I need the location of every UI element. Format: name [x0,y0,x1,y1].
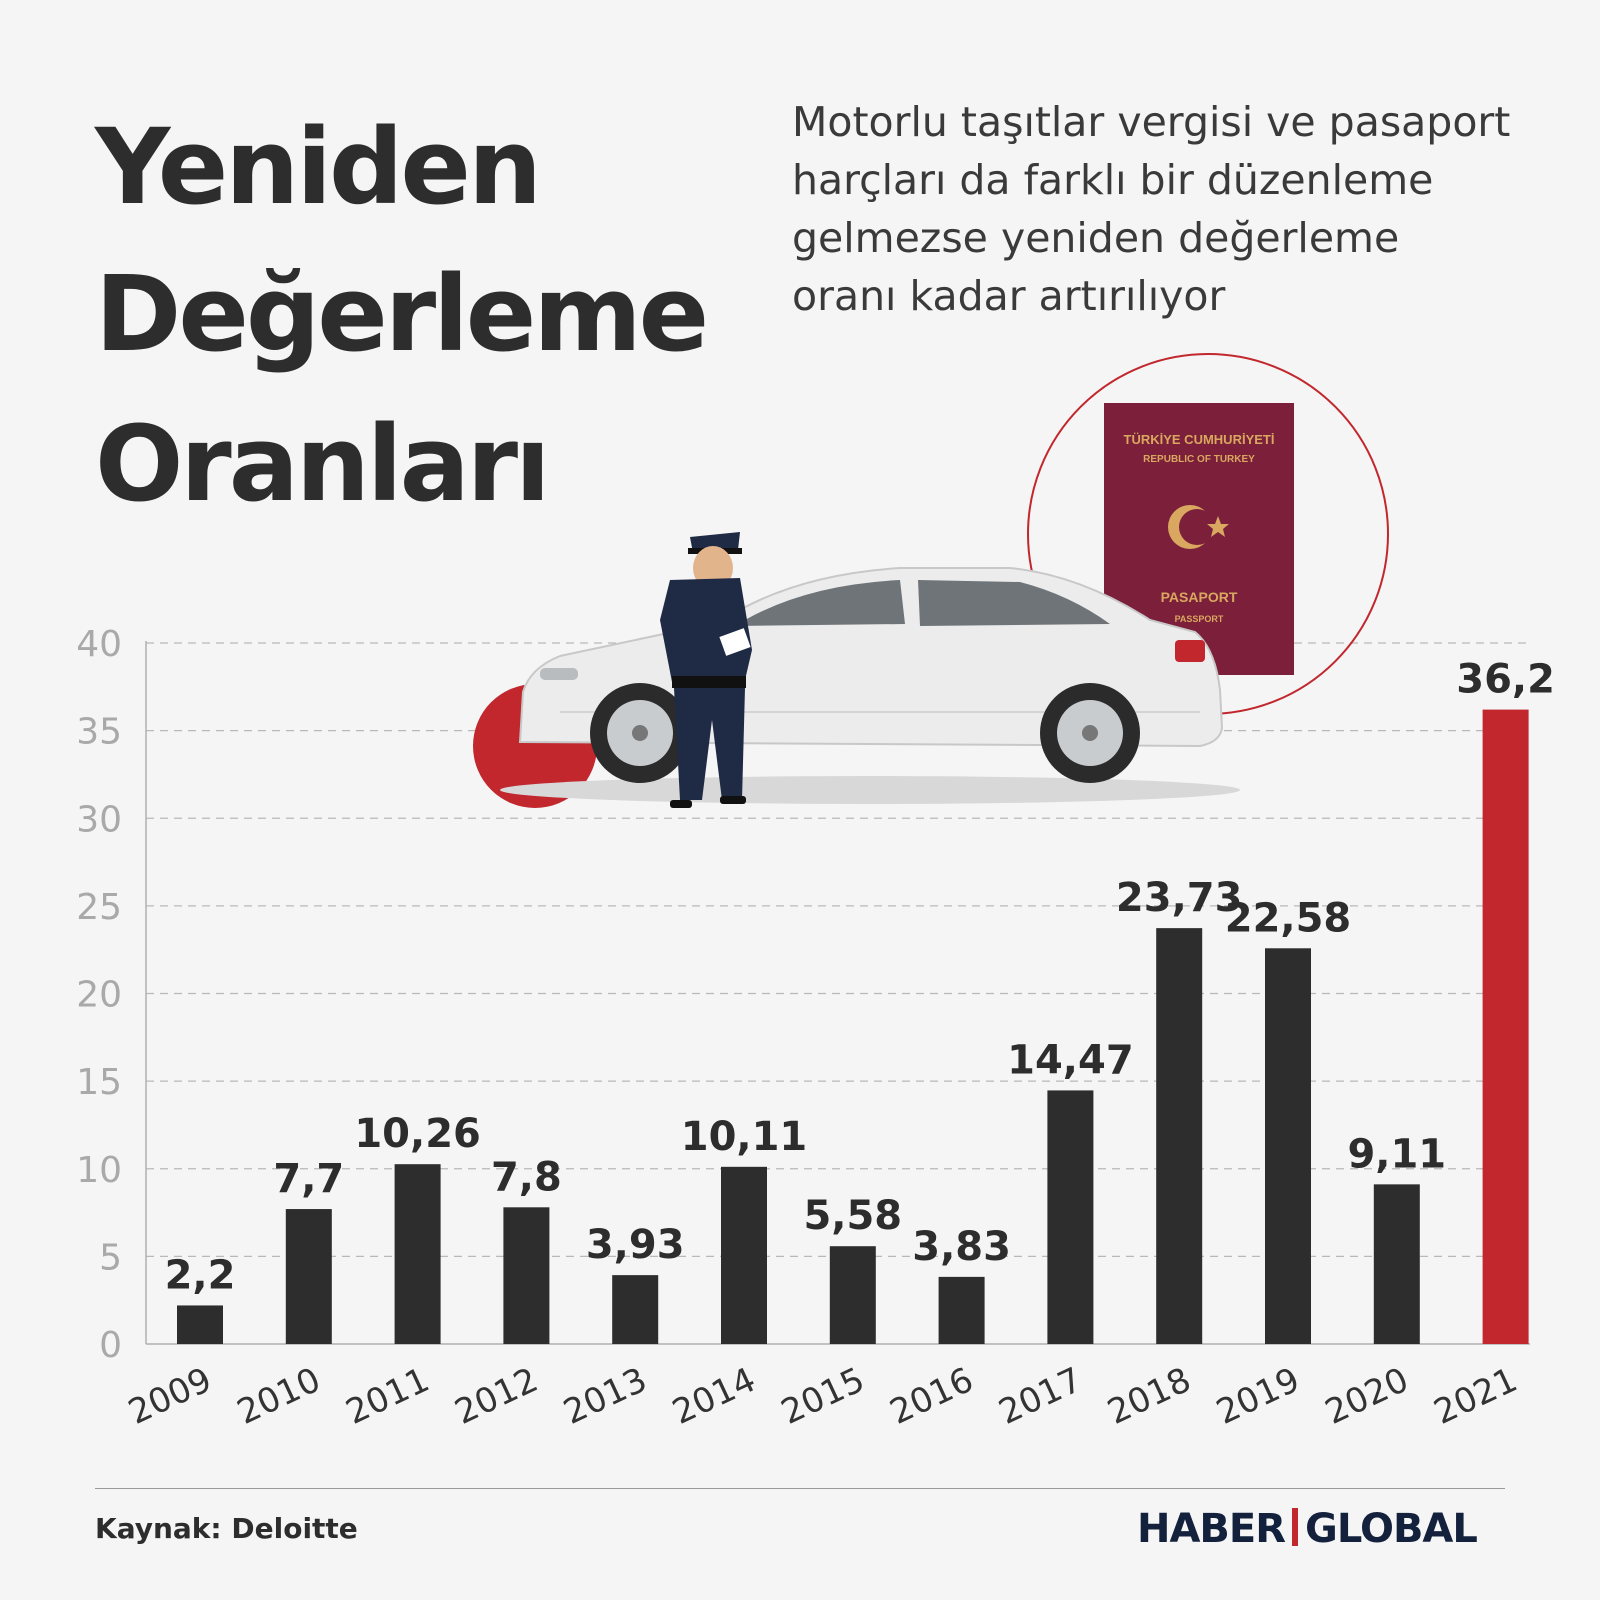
value-label-2018: 23,73 [1116,875,1243,921]
x-tick-label-2013: 2013 [558,1360,653,1433]
value-label-2021: 36,2 [1456,657,1555,703]
x-tick-label-2020: 2020 [1319,1360,1414,1433]
brand-separator [1292,1508,1299,1546]
value-label-2012: 7,8 [491,1154,562,1200]
y-tick-label: 20 [76,975,122,1016]
y-tick-label: 35 [76,712,122,753]
value-label-2009: 2,2 [165,1252,236,1298]
source-text: Kaynak: Deloitte [95,1512,358,1545]
x-tick-label-2010: 2010 [231,1360,326,1433]
value-label-2014: 10,11 [681,1114,808,1160]
x-tick-label-2017: 2017 [993,1360,1088,1433]
y-tick-label: 40 [76,624,122,665]
value-label-2015: 5,58 [803,1193,902,1239]
axis-layer: 0 5 10 15 20 25 30 35 40 [76,624,1530,1366]
brand-left-text: HABER [1137,1506,1286,1552]
bar-2013 [612,1275,659,1344]
value-label-2017: 14,47 [1007,1037,1134,1083]
passport-label-text: PASAPORT [1161,589,1238,605]
x-tick-label-2021: 2021 [1428,1360,1523,1433]
passport-label-en-text: PASSPORT [1175,614,1224,624]
x-tick-label-2011: 2011 [340,1360,435,1433]
subtitle-line-3: gelmezse yeniden değerleme [792,214,1400,262]
brand-logo: HABER GLOBAL [1137,1506,1478,1552]
bar-2011 [394,1164,441,1344]
title-line-2: Değerleme [95,253,709,375]
value-label-2013: 3,93 [586,1222,685,1268]
bar-2016 [938,1276,985,1344]
x-tick-label-2009: 2009 [122,1360,217,1433]
bar-2017 [1047,1090,1094,1344]
y-tick-label: 25 [76,887,122,928]
value-label-2020: 9,11 [1347,1131,1446,1177]
subtitle-line-1: Motorlu taşıtlar vergisi ve pasaport [792,98,1511,146]
y-tick-label: 10 [76,1150,122,1191]
y-tick-label: 30 [76,799,122,840]
bar-2019 [1265,948,1311,1344]
title-line-1: Yeniden [95,106,542,228]
bar-2009 [177,1305,223,1344]
subtitle-line-2: harçları da farklı bir düzenleme [792,156,1434,204]
x-tick-label-2014: 2014 [666,1360,761,1433]
bar-layer [177,709,1529,1344]
title-line-3: Oranları [95,403,551,525]
brand-right-text: GLOBAL [1305,1506,1478,1552]
bar-2018 [1156,928,1203,1344]
bar-2012 [503,1207,550,1344]
value-label-2011: 10,26 [354,1111,481,1157]
bar-2020 [1373,1184,1420,1344]
value-label-2019: 22,58 [1225,895,1352,941]
footer-divider [95,1488,1505,1489]
bar-2014 [721,1166,767,1344]
police-officer-illustration [660,532,752,808]
passport-country-text: TÜRKİYE CUMHURİYETİ [1124,432,1275,447]
bar-2010 [285,1209,332,1344]
crescent-star-icon [1168,505,1229,549]
x-tick-label-2016: 2016 [884,1360,979,1433]
y-tick-label: 0 [99,1325,122,1366]
value-label-2010: 7,7 [273,1156,344,1202]
passport-country-en-text: REPUBLIC OF TURKEY [1143,454,1255,465]
subtitle-line-4: oranı kadar artırılıyor [792,272,1226,320]
y-tick-label: 5 [99,1237,122,1278]
bar-2015 [829,1246,876,1344]
bar-2021 [1482,709,1529,1344]
x-tick-label-2019: 2019 [1210,1360,1305,1433]
x-tick-label-2012: 2012 [449,1360,544,1433]
x-tick-label-2015: 2015 [775,1360,870,1433]
x-tick-label-2018: 2018 [1102,1360,1197,1433]
value-label-2016: 3,83 [912,1224,1011,1270]
y-tick-label: 15 [76,1062,122,1103]
